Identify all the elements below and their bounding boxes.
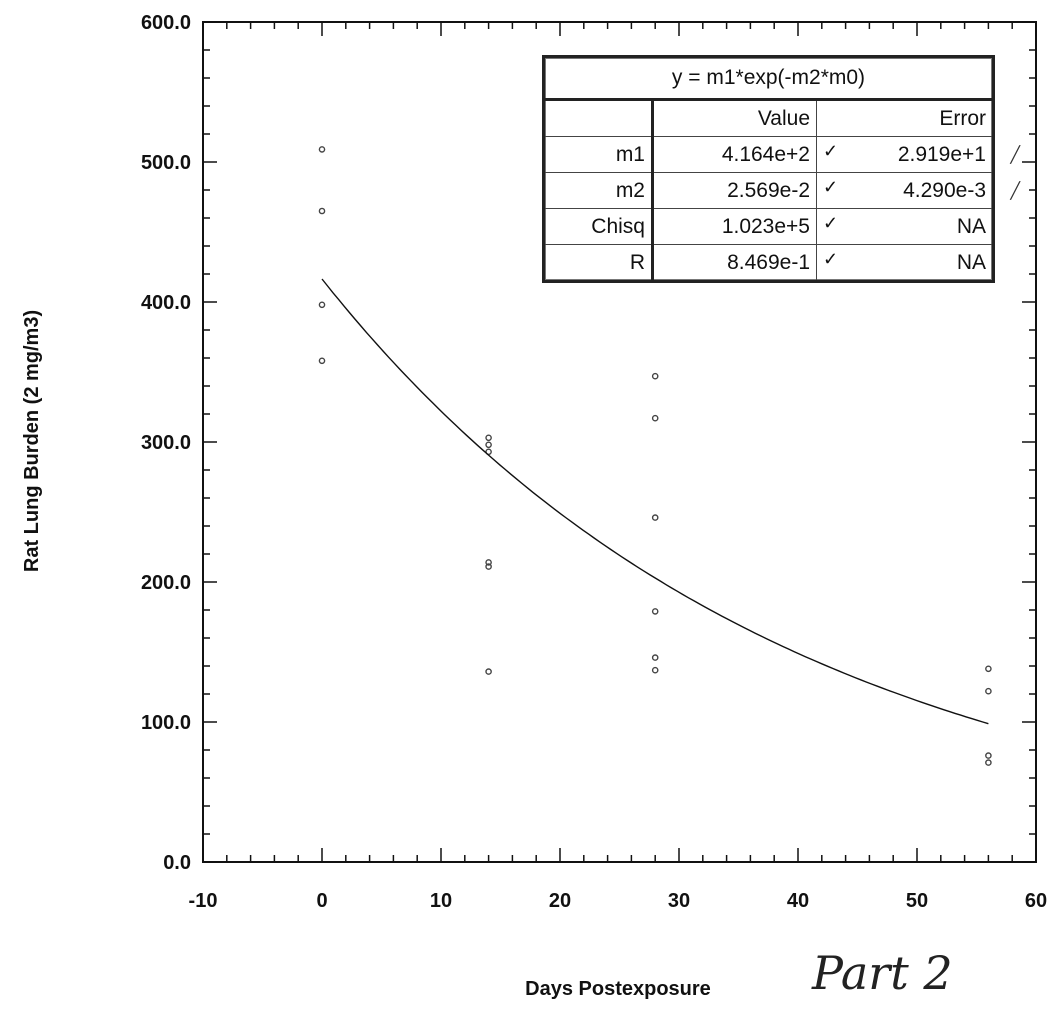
table-header-blank bbox=[543, 99, 654, 137]
x-tick-label: 10 bbox=[430, 890, 452, 912]
checkmark-icon: ✓ bbox=[823, 177, 839, 197]
checkmark-icon: ✓ bbox=[823, 213, 839, 233]
param-error: NA bbox=[956, 250, 986, 274]
param-name: m2 bbox=[543, 172, 654, 209]
data-point bbox=[651, 666, 659, 674]
x-tick-label: 20 bbox=[549, 890, 571, 912]
data-point bbox=[318, 357, 326, 365]
checkmark-icon: ✓ bbox=[823, 141, 839, 161]
y-tick-label: 0.0 bbox=[163, 852, 191, 874]
data-point bbox=[985, 759, 992, 766]
fit-equation: y = m1*exp(-m2*m0) bbox=[543, 56, 994, 101]
fit-curve-line bbox=[321, 278, 989, 725]
x-tick-label: -10 bbox=[189, 890, 218, 912]
data-point bbox=[318, 146, 326, 153]
table-row: m1 4.164e+2 ✓ 2.919e+1 ╱ bbox=[543, 136, 1020, 173]
param-value: 8.469e-1 bbox=[652, 244, 817, 282]
data-point bbox=[485, 563, 492, 570]
data-point bbox=[985, 687, 992, 695]
y-tick-label: 200.0 bbox=[141, 572, 191, 594]
table-row: R 8.469e-1 ✓ NA bbox=[543, 244, 994, 282]
data-point bbox=[985, 665, 992, 673]
x-axis-title: Days Postexposure bbox=[525, 978, 711, 1000]
param-error: 2.919e+1 bbox=[897, 142, 986, 166]
pen-stroke-icon: ╱ bbox=[1010, 183, 1020, 200]
param-error-cell: ✓ 4.290e-3 ╱ bbox=[816, 172, 1020, 209]
data-point bbox=[485, 441, 492, 449]
x-tick-label: 60 bbox=[1025, 890, 1047, 912]
data-point bbox=[651, 654, 659, 661]
param-name: m1 bbox=[543, 136, 654, 173]
x-tick-label: 0 bbox=[316, 890, 327, 912]
fit-parameters-table: y = m1*exp(-m2*m0) Value Error m1 4.164e… bbox=[542, 55, 1020, 283]
table-header-error: Error bbox=[816, 99, 994, 137]
data-point bbox=[651, 608, 659, 615]
y-tick-label: 600.0 bbox=[141, 12, 191, 34]
param-value: 2.569e-2 bbox=[652, 172, 817, 209]
y-axis-title: Rat Lung Burden (2 mg/m3) bbox=[21, 310, 43, 572]
y-tick-label: 400.0 bbox=[141, 292, 191, 314]
table-row: Chisq 1.023e+5 ✓ NA bbox=[543, 208, 994, 245]
param-value: 4.164e+2 bbox=[652, 136, 817, 173]
handwritten-note: Part 2 bbox=[812, 946, 953, 1000]
y-tick-label: 500.0 bbox=[141, 152, 191, 174]
x-tick-label: 40 bbox=[787, 890, 809, 912]
data-point bbox=[318, 301, 326, 309]
x-tick-label: 30 bbox=[668, 890, 690, 912]
checkmark-icon: ✓ bbox=[823, 249, 839, 269]
param-error-cell: ✓ NA bbox=[816, 244, 994, 282]
param-error: NA bbox=[956, 214, 986, 238]
data-point bbox=[985, 752, 992, 759]
y-tick-label: 100.0 bbox=[141, 712, 191, 734]
data-point bbox=[651, 372, 659, 380]
data-point bbox=[485, 434, 492, 442]
data-point bbox=[651, 514, 659, 521]
table-row: m2 2.569e-2 ✓ 4.290e-3 ╱ bbox=[543, 172, 1020, 209]
data-point bbox=[651, 414, 659, 422]
table-header-value: Value bbox=[652, 99, 817, 137]
y-tick-label: 300.0 bbox=[141, 432, 191, 454]
data-point bbox=[485, 668, 492, 675]
data-point bbox=[318, 207, 326, 215]
param-name: Chisq bbox=[543, 208, 654, 245]
pen-stroke-icon: ╱ bbox=[1010, 147, 1020, 164]
param-error-cell: ✓ NA bbox=[816, 208, 994, 245]
param-error: 4.290e-3 bbox=[903, 178, 986, 202]
param-name: R bbox=[543, 244, 654, 282]
x-tick-label: 50 bbox=[906, 890, 928, 912]
data-point bbox=[485, 559, 492, 566]
param-value: 1.023e+5 bbox=[652, 208, 817, 245]
param-error-cell: ✓ 2.919e+1 ╱ bbox=[816, 136, 1020, 173]
